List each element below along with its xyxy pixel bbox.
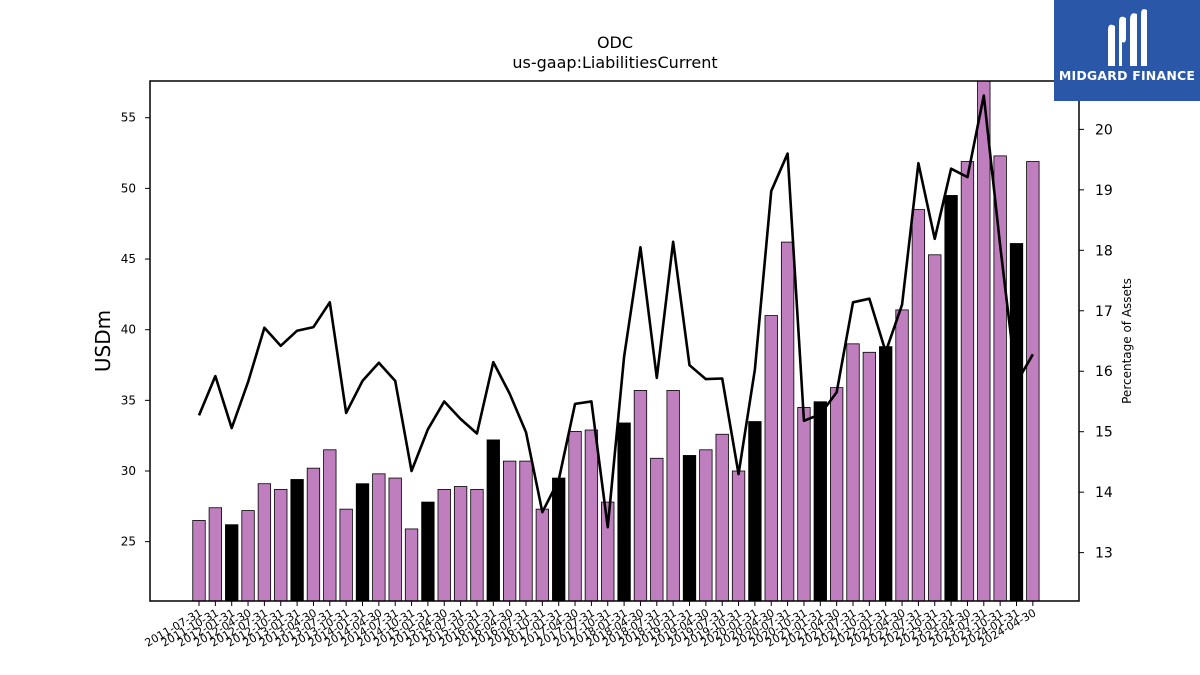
x-axis-ticks: 2011-07-312011-10-312012-01-312012-04-30… xyxy=(143,601,1038,650)
bar-2020-10-31 xyxy=(797,407,811,602)
bar-2013-04-30 xyxy=(306,467,321,602)
bar-2021-04-30 xyxy=(830,387,844,602)
bar-2011-07-31 xyxy=(192,520,206,602)
bar-2022-04-30 xyxy=(895,309,909,602)
bar-2011-10-31 xyxy=(208,507,223,602)
bar-2023-10-31 xyxy=(993,155,1007,602)
bar-2014-10-31 xyxy=(404,528,419,602)
bar-2015-07-31 xyxy=(453,486,468,602)
bar-2014-04-30 xyxy=(372,473,386,602)
bar-2018-07-31 xyxy=(650,457,664,602)
bar-2012-01-31 xyxy=(225,524,239,602)
bar-2016-10-31 xyxy=(535,508,549,602)
bar-2012-04-30 xyxy=(241,510,255,602)
bar-2014-07-31 xyxy=(388,477,402,602)
right-tick-label: 13 xyxy=(1095,546,1113,562)
bar-2015-01-31 xyxy=(421,501,435,602)
bar-2018-10-31 xyxy=(666,390,680,602)
bar-2012-07-31 xyxy=(257,483,272,602)
left-tick-label: 35 xyxy=(121,393,136,407)
right-axis-ticks: 13 14 15 16 17 18 19 20 xyxy=(1079,122,1113,562)
bar-2024-01-31 xyxy=(1009,243,1024,602)
bar-2015-04-30 xyxy=(437,488,451,602)
left-axis-ticks: 25 30 35 40 45 50 55 xyxy=(121,111,150,549)
bar-2022-10-31 xyxy=(928,254,942,602)
bar-2020-07-31 xyxy=(780,241,795,602)
left-tick-label: 40 xyxy=(121,323,136,337)
bar-2019-01-31 xyxy=(682,455,697,602)
left-tick-label: 30 xyxy=(121,464,136,478)
bar-series xyxy=(192,80,1040,602)
bar-2013-01-31 xyxy=(290,479,304,602)
brand-logo: MIDGARD FINANCE xyxy=(1054,0,1200,101)
bar-2022-01-31 xyxy=(879,346,893,602)
line-series xyxy=(197,94,1034,529)
left-axis-label: USDm xyxy=(91,310,115,372)
bar-2015-10-31 xyxy=(470,488,484,602)
left-tick-label: 45 xyxy=(121,252,136,266)
bar-2021-01-31 xyxy=(813,401,827,602)
right-tick-label: 18 xyxy=(1095,243,1113,259)
chart-subtitle: us-gaap:LiabilitiesCurrent xyxy=(512,53,717,72)
bar-2023-04-30 xyxy=(960,161,975,602)
bar-2022-07-31 xyxy=(911,209,926,602)
right-tick-label: 19 xyxy=(1095,183,1113,199)
bar-2012-10-31 xyxy=(274,488,288,602)
right-tick-label: 16 xyxy=(1095,364,1113,380)
bar-2017-04-30 xyxy=(568,431,582,602)
bar-2023-01-31 xyxy=(944,195,958,602)
left-tick-label: 25 xyxy=(121,535,136,549)
right-tick-label: 14 xyxy=(1095,485,1113,501)
right-tick-label: 15 xyxy=(1095,425,1113,441)
bar-2018-04-30 xyxy=(633,390,648,602)
left-tick-label: 55 xyxy=(121,111,136,125)
line-percentage-of-assets xyxy=(197,94,1034,529)
bar-2017-07-31 xyxy=(584,429,599,602)
bar-2018-01-31 xyxy=(617,422,631,602)
right-axis-label: Percentage of Assets xyxy=(1120,278,1134,404)
brand-logo-text: MIDGARD FINANCE xyxy=(1058,68,1196,83)
bar-2017-01-31 xyxy=(552,477,566,602)
bar-2016-07-31 xyxy=(519,460,533,602)
bar-2020-01-31 xyxy=(748,421,762,602)
right-tick-label: 17 xyxy=(1095,304,1113,320)
right-tick-label: 20 xyxy=(1095,122,1113,138)
bar-2021-07-31 xyxy=(846,343,860,602)
bar-2013-10-31 xyxy=(339,508,353,602)
bar-2020-04-30 xyxy=(764,315,778,602)
chart-title: ODC xyxy=(597,33,633,52)
bar-2014-01-31 xyxy=(355,483,370,602)
bar-2019-04-30 xyxy=(699,449,713,602)
bar-2019-07-31 xyxy=(715,433,729,602)
bar-2023-07-31 xyxy=(977,80,991,602)
bar-2019-10-31 xyxy=(731,470,746,602)
midgard-logo-icon xyxy=(1108,9,1147,66)
bar-2016-04-30 xyxy=(502,460,517,602)
bar-2016-01-31 xyxy=(486,439,500,602)
left-tick-label: 50 xyxy=(121,181,136,195)
bar-2021-10-31 xyxy=(862,351,876,602)
bar-2013-07-31 xyxy=(323,449,337,602)
plot-frame xyxy=(149,80,1080,602)
bar-2024-04-30 xyxy=(1026,161,1040,602)
